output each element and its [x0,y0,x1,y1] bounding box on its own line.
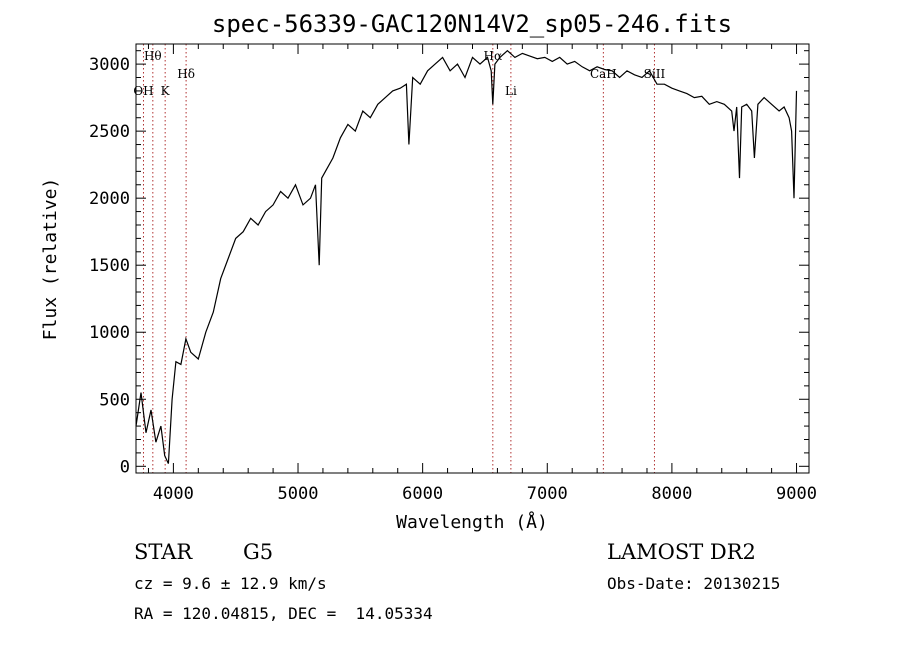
spectral-line-label: Hθ [144,49,162,63]
y-tick-label: 2000 [89,189,130,209]
redshift-info: cz = 9.6 ± 12.9 km/s [134,574,327,593]
chart-title: spec-56339-GAC120N14V2_sp05-246.fits [212,10,732,38]
x-tick-label: 9000 [776,484,817,504]
object-class: STAR [134,540,193,564]
x-axis-label: Wavelength (Å) [396,511,548,533]
observation-date: Obs-Date: 20130215 [607,574,781,593]
spectral-line-label: Hδ [177,67,195,81]
y-tick-label: 500 [99,390,130,410]
spectrum-chart: spec-56339-GAC120N14V2_sp05-246.fits Hθ K… [40,10,817,533]
spectral-line-label: OH [133,84,153,98]
y-tick-label: 1500 [89,256,130,276]
x-tick-label: 5000 [278,484,319,504]
survey-name: LAMOST DR2 [607,540,756,564]
y-tick-label: 3000 [89,55,130,75]
y-tick-label: 1000 [89,323,130,343]
x-tick-label: 8000 [651,484,692,504]
axis-ticks: 4000 5000 6000 7000 8000 9000 0 500 1000 1500 2000… [89,44,817,504]
spectral-line-label: Li [505,84,517,98]
object-subclass: G5 [243,540,274,564]
y-tick-label: 0 [120,457,130,477]
spectrum-line [135,49,798,464]
plot-frame [135,43,810,474]
x-tick-label: 6000 [402,484,443,504]
coordinates-info: RA = 120.04815, DEC = 14.05334 [134,604,433,623]
y-tick-label: 2500 [89,122,130,142]
x-tick-label: 7000 [527,484,568,504]
spectral-line-label: K [161,84,171,98]
x-tick-label: 4000 [153,484,194,504]
y-axis-label: Flux (relative) [40,178,61,341]
spectral-line-label: Hα [484,49,503,63]
